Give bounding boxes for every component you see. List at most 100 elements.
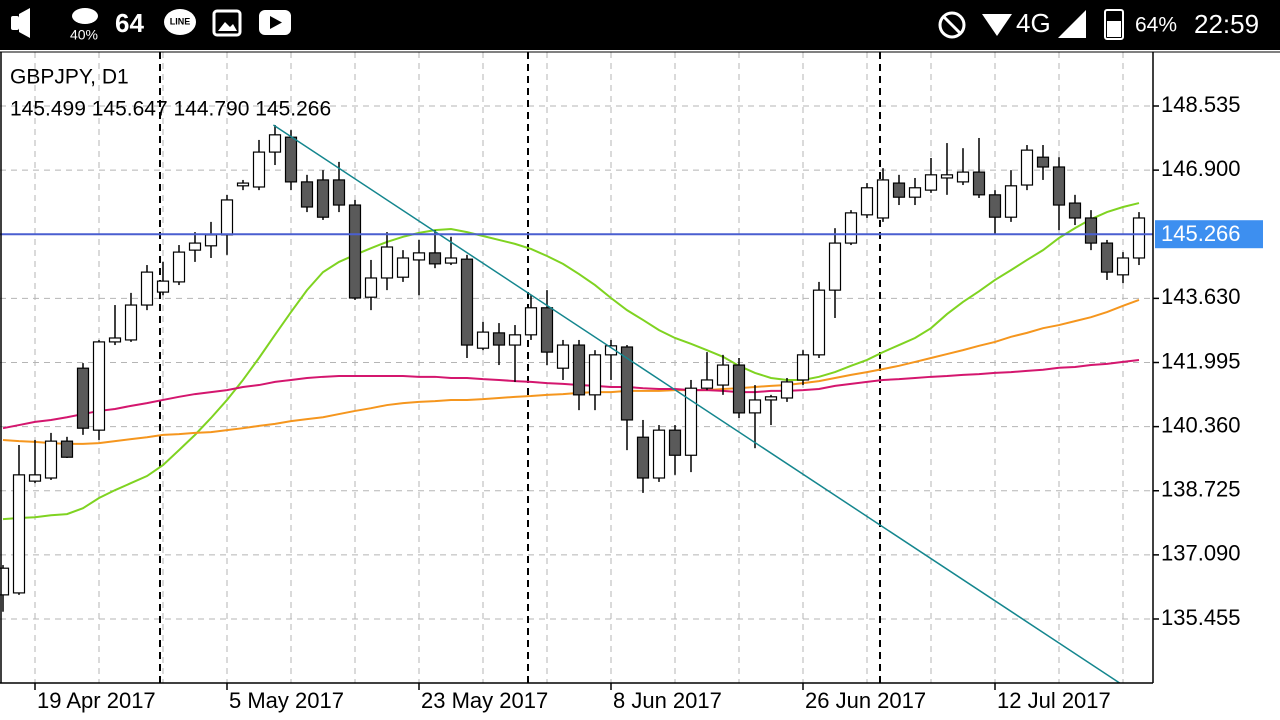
candle-body bbox=[1004, 185, 1018, 218]
candle-body bbox=[684, 387, 698, 456]
candle-body bbox=[828, 242, 842, 291]
x-tick-label: 8 Jun 2017 bbox=[613, 688, 722, 713]
chart-background bbox=[0, 50, 1280, 720]
candle-body bbox=[60, 440, 74, 458]
candle-body bbox=[860, 187, 874, 216]
candle-body bbox=[332, 179, 346, 206]
moving-average bbox=[2, 202, 1140, 521]
candle-body bbox=[316, 179, 330, 218]
chart-title: GBPJPY, D1 bbox=[10, 66, 129, 89]
dnd-icon bbox=[938, 11, 966, 39]
candle-body bbox=[524, 307, 538, 336]
y-tick-label: 148.535 bbox=[1161, 92, 1241, 117]
candle-body bbox=[268, 134, 282, 153]
candle-body bbox=[300, 181, 314, 208]
moving-average bbox=[2, 299, 1140, 445]
status-right: 4G 64% 22:59 bbox=[938, 8, 1259, 40]
candle-body bbox=[476, 331, 490, 349]
candle-body bbox=[924, 174, 938, 191]
status-icons: 40% 64 LINE 4G 64% 22:59 bbox=[11, 8, 1259, 43]
y-tick-label: 140.360 bbox=[1161, 412, 1241, 437]
candle-body bbox=[236, 182, 250, 187]
candle-body bbox=[220, 199, 234, 236]
candle-body bbox=[204, 234, 218, 247]
candle-body bbox=[972, 171, 986, 196]
candle-body bbox=[908, 187, 922, 198]
x-tick-label: 19 Apr 2017 bbox=[37, 688, 156, 713]
ohlc-readout: 145.499 145.647 144.790 145.266 bbox=[10, 98, 331, 121]
y-tick-label: 135.455 bbox=[1161, 605, 1241, 630]
candle-body bbox=[940, 174, 954, 179]
candle-body bbox=[796, 354, 810, 381]
candle-body bbox=[492, 332, 506, 346]
candle-body bbox=[876, 179, 890, 219]
y-tick-label: 137.090 bbox=[1161, 541, 1241, 566]
plot-area bbox=[0, 52, 1153, 683]
candle-body bbox=[1036, 156, 1050, 168]
candle-body bbox=[364, 277, 378, 298]
candle-body bbox=[588, 354, 602, 396]
dnd-icon bbox=[942, 15, 962, 35]
gallery-icon bbox=[212, 9, 242, 37]
candle-body bbox=[28, 474, 42, 482]
candle-body bbox=[1084, 217, 1098, 244]
candle-body bbox=[1116, 257, 1130, 276]
x-tick-label: 23 May 2017 bbox=[421, 688, 548, 713]
candle-body bbox=[716, 364, 730, 386]
status-bar: 40% 64 LINE 4G 64% 22:59 bbox=[0, 0, 1280, 50]
candle-body bbox=[780, 381, 794, 399]
temperature: 64 bbox=[115, 8, 144, 38]
candle-body bbox=[396, 257, 410, 278]
candle-body bbox=[1020, 149, 1034, 186]
candle-body bbox=[604, 345, 618, 356]
battery: 64% bbox=[1135, 14, 1177, 37]
candle-body bbox=[44, 440, 58, 479]
candle-body bbox=[1100, 242, 1114, 273]
price-label-box bbox=[1155, 220, 1263, 249]
wifi-icon bbox=[982, 14, 1012, 36]
line-icon bbox=[164, 9, 196, 35]
trendline bbox=[272, 124, 1121, 683]
candle-body bbox=[348, 204, 362, 299]
candle-body bbox=[812, 289, 826, 356]
y-tick-label: 141.995 bbox=[1161, 348, 1241, 373]
battery-icon bbox=[1107, 21, 1121, 37]
y-tick-label: 138.725 bbox=[1161, 477, 1241, 502]
speaker-icon bbox=[11, 16, 19, 30]
candle-body bbox=[988, 194, 1002, 218]
candle-body bbox=[412, 252, 426, 261]
status-left: 40% 64 LINE bbox=[11, 8, 291, 43]
grid bbox=[0, 52, 1153, 683]
x-tick-label: 26 Jun 2017 bbox=[805, 688, 926, 713]
candle-body bbox=[108, 337, 122, 343]
candle-body bbox=[460, 258, 474, 346]
line-icon-label: LINE bbox=[170, 16, 191, 26]
candle-body bbox=[572, 344, 586, 396]
candle-body bbox=[140, 271, 154, 306]
candle-body bbox=[428, 252, 442, 265]
y-tick-label: 143.630 bbox=[1161, 284, 1241, 309]
candle-body bbox=[284, 136, 298, 183]
candle-body bbox=[556, 344, 570, 369]
candle-body bbox=[844, 212, 858, 244]
cloud-icon bbox=[72, 8, 98, 24]
candle-body bbox=[76, 367, 90, 429]
chart: GBPJPY, D1 145.499 145.647 144.790 145.2… bbox=[0, 50, 1280, 720]
x-tick-label: 12 Jul 2017 bbox=[997, 688, 1111, 713]
candle-body bbox=[188, 242, 202, 251]
gallery-icon bbox=[218, 22, 237, 31]
candle-body bbox=[1052, 166, 1066, 206]
candle-body bbox=[700, 379, 714, 389]
candle-body bbox=[668, 429, 682, 456]
candle-body bbox=[956, 171, 970, 183]
candle-body bbox=[652, 429, 666, 479]
weather-percent: 40% bbox=[70, 27, 98, 43]
candle-body bbox=[508, 334, 522, 346]
candle-body bbox=[0, 567, 10, 596]
candle-body bbox=[252, 151, 266, 188]
candle-body bbox=[620, 346, 634, 421]
moving-average bbox=[2, 358, 1140, 430]
candle-body bbox=[444, 257, 458, 264]
candle-body bbox=[124, 304, 138, 341]
